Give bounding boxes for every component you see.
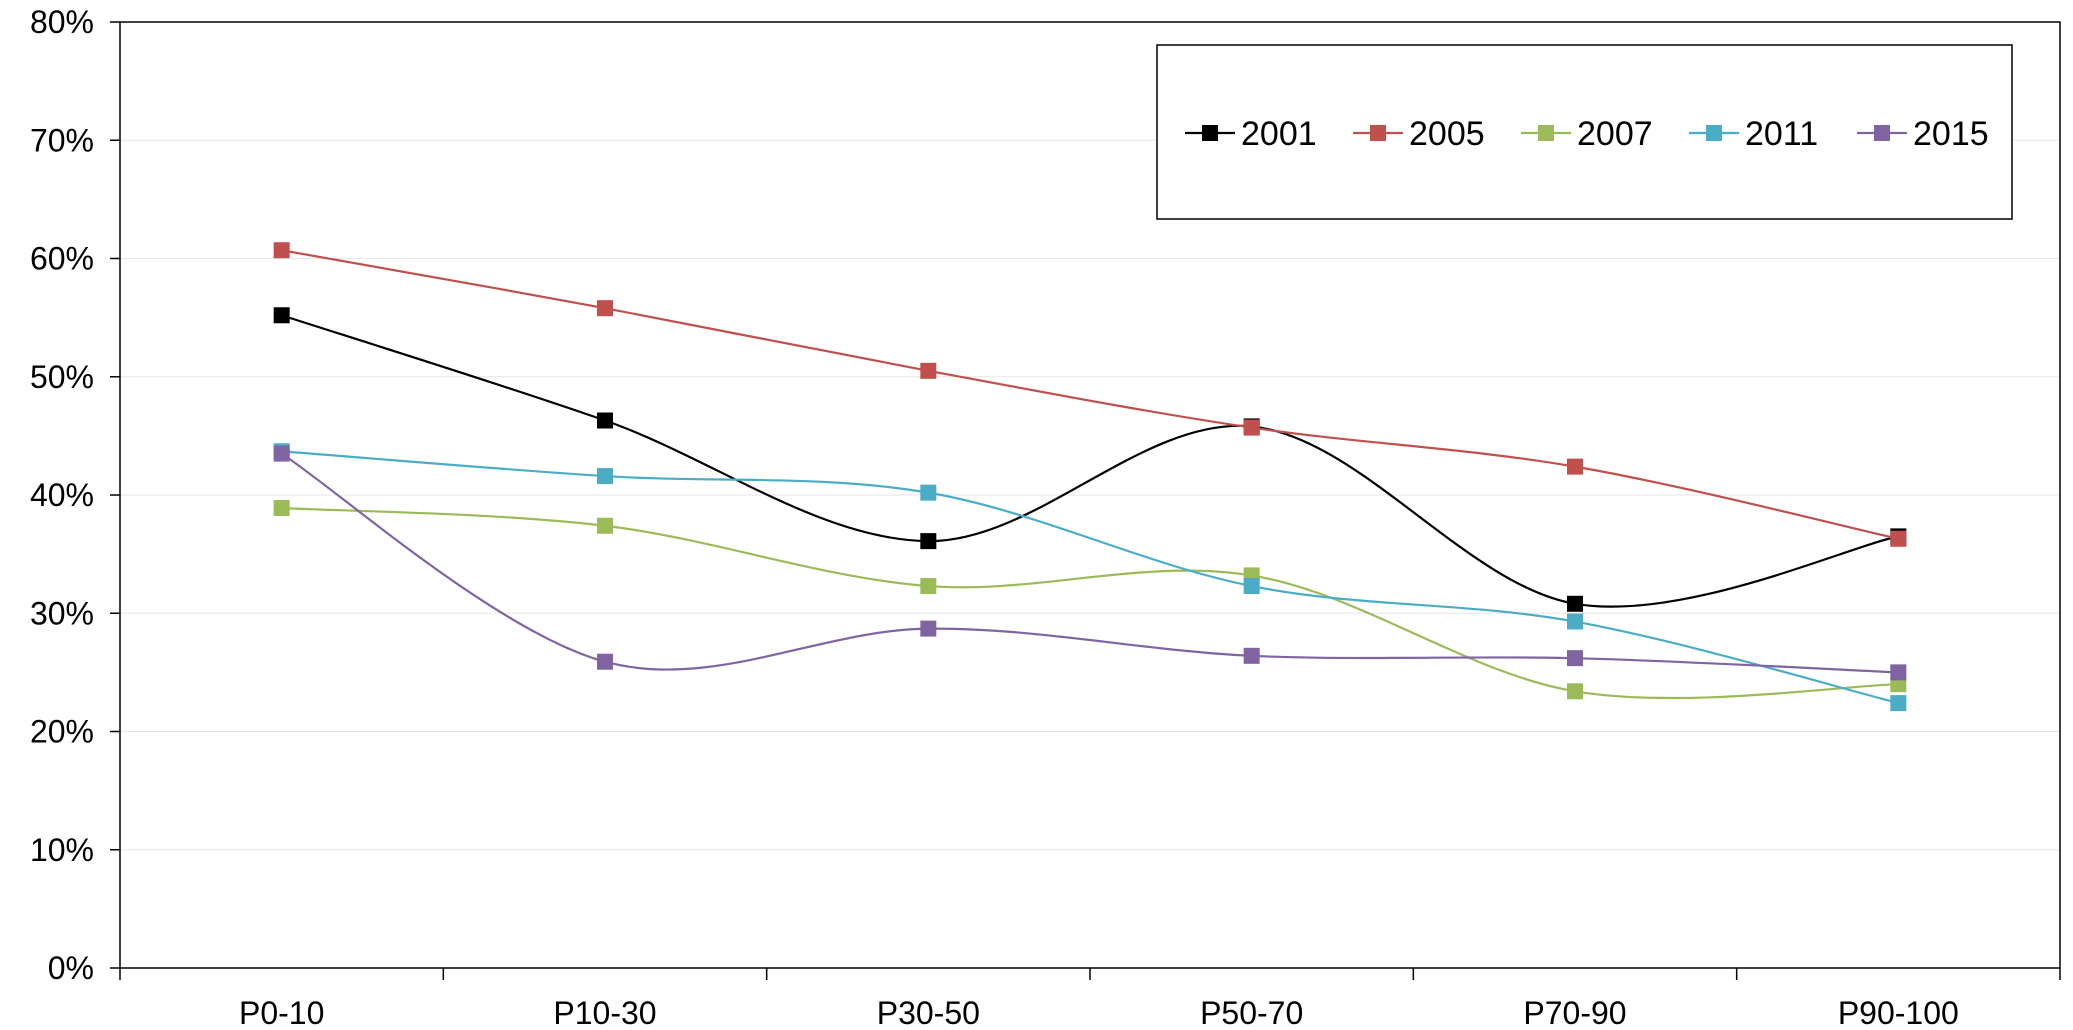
series-line xyxy=(281,506,1899,700)
legend-label: 2015 xyxy=(1913,115,1989,153)
data-point xyxy=(920,533,937,550)
y-tick-label: 10% xyxy=(30,832,94,868)
series-line xyxy=(281,249,1899,540)
x-tick-label: P10-30 xyxy=(553,995,656,1030)
legend-label: 2007 xyxy=(1577,115,1653,153)
data-point xyxy=(273,307,290,324)
y-tick-label: 30% xyxy=(30,595,94,631)
data-point xyxy=(1567,683,1583,700)
legend-marker xyxy=(1370,125,1386,141)
data-point xyxy=(273,500,290,517)
data-point xyxy=(1890,695,1907,712)
data-point xyxy=(597,653,613,670)
series-group xyxy=(273,242,1907,712)
legend-marker xyxy=(1202,125,1218,141)
x-tick-label: P50-70 xyxy=(1200,995,1303,1030)
y-tick-label: 70% xyxy=(30,122,94,158)
legend-label: 2001 xyxy=(1241,115,1317,153)
data-point xyxy=(920,578,937,595)
gridlines xyxy=(120,139,2060,851)
series-2007 xyxy=(273,500,1907,700)
legend-item-2001: 2001 xyxy=(1185,115,1317,153)
y-tick-label: 40% xyxy=(30,477,94,513)
x-tick-label: P0-10 xyxy=(239,995,324,1030)
x-axis-ticks: P0-10 P10-30 P30-50 P50-70 P70-90 P90-100 xyxy=(119,968,2061,1030)
x-tick-label: P30-50 xyxy=(877,995,980,1030)
y-tick-label: 0% xyxy=(48,950,94,986)
legend-item-2011: 2011 xyxy=(1689,115,1818,153)
legend-marker xyxy=(1874,125,1890,141)
series-2005 xyxy=(273,242,1907,547)
y-tick-label: 60% xyxy=(30,241,94,277)
y-tick-label: 50% xyxy=(30,359,94,395)
data-point xyxy=(920,362,937,379)
x-tick-label: P90-100 xyxy=(1838,995,1959,1030)
legend-item-2015: 2015 xyxy=(1857,115,1989,153)
series-line xyxy=(281,450,1899,705)
data-point xyxy=(920,620,937,637)
data-point xyxy=(1890,530,1907,547)
y-tick-label: 80% xyxy=(30,4,94,40)
legend: 2001 2005 2007 2011 2015 xyxy=(1156,44,2013,220)
data-point xyxy=(1890,664,1907,681)
legend-marker xyxy=(1706,125,1722,141)
data-point xyxy=(920,484,937,501)
legend-label: 2011 xyxy=(1745,115,1818,153)
data-point xyxy=(597,300,613,317)
legend-marker xyxy=(1538,125,1554,141)
legend-item-2005: 2005 xyxy=(1353,115,1485,153)
data-point xyxy=(273,242,290,259)
data-point xyxy=(597,412,613,429)
data-point xyxy=(597,517,613,534)
data-point xyxy=(597,468,613,485)
data-point xyxy=(1243,647,1260,664)
x-tick-label: P70-90 xyxy=(1523,995,1626,1030)
data-point xyxy=(1243,578,1260,595)
legend-item-2007: 2007 xyxy=(1521,115,1653,153)
series-line xyxy=(281,452,1899,674)
series-2001 xyxy=(273,307,1907,612)
data-point xyxy=(273,445,290,462)
data-point xyxy=(1243,419,1260,436)
data-point xyxy=(1567,595,1583,612)
y-axis-ticks: 0% 10% 20% 30% 40% 50% 60% 70% 80% xyxy=(30,4,120,986)
series-line xyxy=(281,314,1899,608)
data-point xyxy=(1567,650,1583,667)
y-tick-label: 20% xyxy=(30,714,94,750)
data-point xyxy=(1567,458,1583,475)
series-2015 xyxy=(273,445,1907,681)
legend-label: 2005 xyxy=(1409,115,1485,153)
data-point xyxy=(1567,613,1583,630)
